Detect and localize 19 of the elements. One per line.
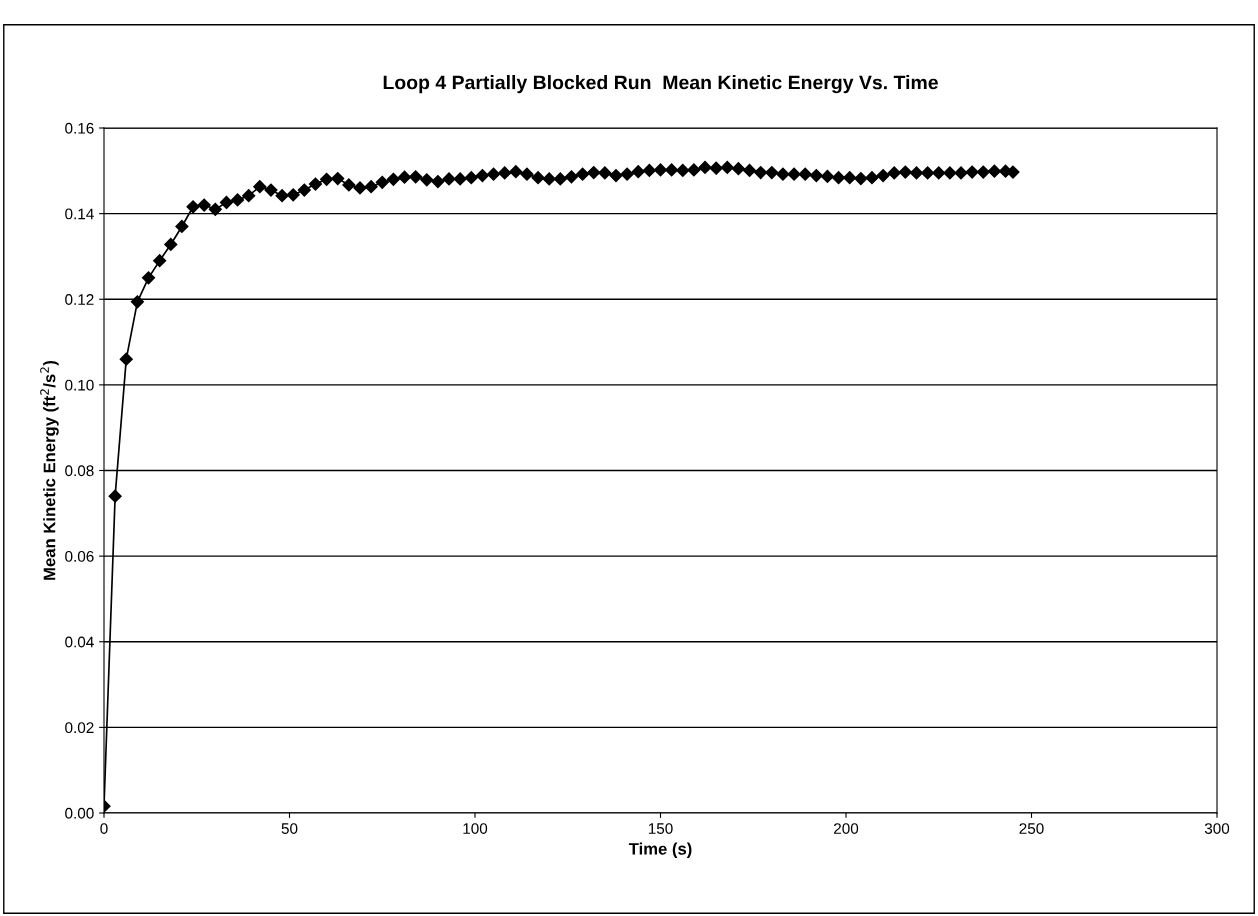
- y-tick-label: 0.04: [65, 636, 94, 648]
- y-axis-title: Mean Kinetic Energy (ft$^{2}$/s$^{2}$): [40, 361, 59, 580]
- y-tick-label: 0.00: [65, 807, 94, 819]
- x-axis-title: Time (s): [628, 842, 692, 859]
- x-tick-label: 50: [281, 823, 298, 834]
- y-tick-label: 0.12: [65, 294, 94, 305]
- x-tick-label: 100: [463, 823, 488, 834]
- x-tick-label: 200: [834, 823, 859, 834]
- y-tick-label: 0.06: [65, 550, 94, 562]
- x-tick-label: 150: [648, 823, 673, 834]
- y-tick-label: 0.10: [65, 379, 94, 391]
- y-tick-label: 0.08: [65, 465, 94, 477]
- chart-title: Loop 4 Partially Blocked Run Mean Kinetic Energy Vs. Time: [383, 75, 938, 94]
- x-tick-label: 0: [100, 823, 108, 834]
- y-tick-label: 0.16: [65, 122, 94, 134]
- y-tick-label: 0.14: [65, 208, 94, 220]
- y-tick-label: 0.02: [65, 722, 94, 734]
- x-tick-label: 250: [1019, 823, 1044, 834]
- x-tick-label: 300: [1204, 823, 1230, 834]
